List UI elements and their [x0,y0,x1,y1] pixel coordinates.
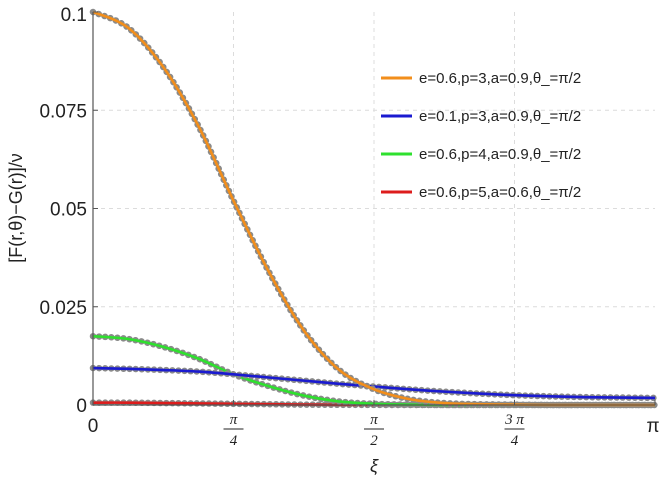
y-axis-title: [F(r,θ)−G(r)]/ν [6,153,26,263]
x-tick-numerator: π [230,412,238,428]
x-tick-denominator: 2 [370,433,378,449]
x-tick-fraction: π4 [223,412,244,449]
x-tick-numerator: π [370,412,378,428]
x-tick-denominator: 4 [230,433,238,449]
legend-label: e=0.1,p=3,a=0.9,θ_=π/2 [419,108,581,125]
x-tick-label: 0 [88,416,99,437]
legend-label: e=0.6,p=5,a=0.6,θ_=π/2 [419,184,581,201]
legend-label: e=0.6,p=4,a=0.9,θ_=π/2 [419,146,581,163]
y-tick-label: 0.025 [39,298,87,319]
x-tick-fraction: 3 π4 [504,412,525,449]
legend-label: e=0.6,p=3,a=0.9,θ_=π/2 [419,70,581,87]
x-tick-fraction: π2 [364,412,385,449]
legend-entry: e=0.6,p=3,a=0.9,θ_=π/2 [381,70,581,87]
legend-entry: e=0.1,p=3,a=0.9,θ_=π/2 [381,108,581,125]
y-tick-label: 0.075 [39,101,87,122]
grid-lines [93,12,655,405]
legend-entry: e=0.6,p=5,a=0.6,θ_=π/2 [381,184,581,201]
y-tick-label: 0.1 [61,5,87,26]
y-tick-label: 0 [76,396,87,417]
x-tick-denominator: 4 [511,433,519,449]
y-tick-label: 0.05 [50,200,87,221]
legend-entry: e=0.6,p=4,a=0.9,θ_=π/2 [381,146,581,163]
x-tick-label: π [646,416,659,437]
legend: e=0.6,p=3,a=0.9,θ_=π/2 e=0.1,p=3,a=0.9,θ_… [381,70,581,201]
x-tick-numerator: 3 π [504,412,524,428]
x-axis-title: ξ [370,456,379,476]
